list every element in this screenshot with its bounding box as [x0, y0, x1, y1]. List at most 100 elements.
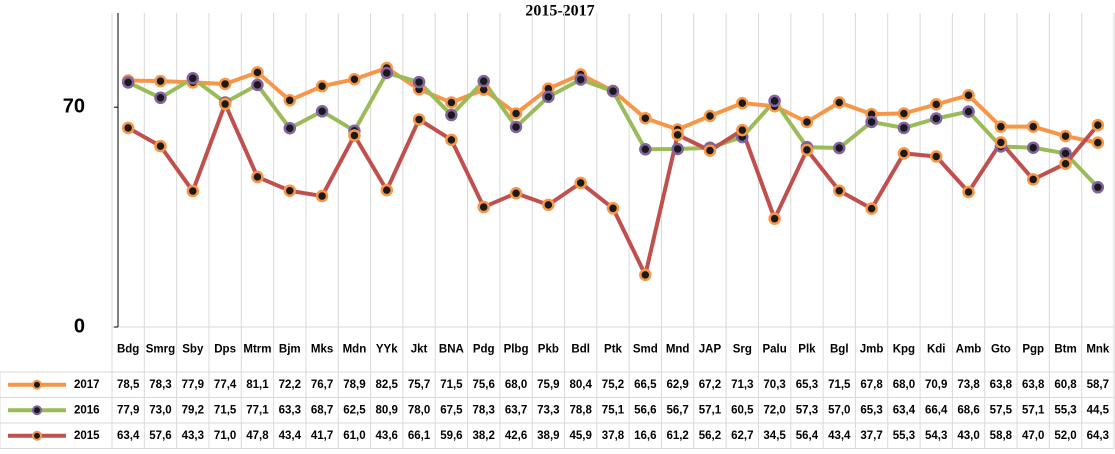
table-value: 75,9: [537, 379, 559, 391]
table-value: 37,7: [860, 430, 882, 442]
table-value: 66,4: [925, 404, 948, 416]
marker: [186, 72, 200, 85]
legend-marker: [32, 430, 42, 441]
marker: [380, 183, 393, 197]
table-value: 67,2: [699, 379, 721, 391]
x-tick-label: Bgl: [830, 344, 849, 356]
table-value: 63,8: [1022, 379, 1045, 391]
table-value: 63,7: [505, 404, 527, 416]
table-value: 72,2: [279, 379, 301, 391]
table-value: 58,7: [1087, 379, 1109, 391]
x-tick-label: Bdl: [571, 344, 590, 356]
table-value: 62,7: [731, 430, 753, 442]
table-value: 71,5: [440, 379, 463, 391]
marker: [412, 75, 426, 89]
table-value: 56,6: [634, 404, 656, 416]
table-value: 61,0: [343, 430, 365, 442]
marker: [154, 139, 167, 153]
table-value: 77,9: [182, 379, 204, 391]
marker: [833, 141, 846, 155]
table-value: 68,0: [505, 379, 527, 391]
marker: [703, 144, 717, 157]
marker: [445, 96, 458, 109]
table-value: 62,5: [343, 404, 366, 416]
marker: [929, 112, 943, 125]
marker: [671, 128, 684, 142]
marker: [929, 150, 943, 163]
x-tick-label: Srg: [733, 344, 752, 356]
table-value: 62,9: [666, 379, 688, 391]
y-tick-label: 70: [63, 95, 85, 117]
marker: [800, 143, 814, 157]
table-value: 41,7: [311, 430, 333, 442]
marker: [186, 184, 200, 198]
table-value: 68,0: [893, 379, 915, 391]
marker: [218, 77, 232, 91]
table-value: 77,9: [117, 404, 139, 416]
x-tick-label: Mnd: [666, 344, 690, 356]
table-value: 55,3: [893, 430, 915, 442]
table-value: 66,5: [634, 379, 657, 391]
x-tick-label: Bdg: [117, 344, 139, 356]
marker: [477, 200, 490, 214]
table-value: 57,5: [990, 404, 1013, 416]
table-value: 38,2: [473, 430, 495, 442]
marker: [380, 66, 393, 80]
table-value: 71,3: [731, 379, 753, 391]
marker: [736, 96, 749, 110]
table-value: 73,8: [957, 379, 980, 391]
table-value: 63,8: [990, 379, 1013, 391]
marker: [154, 91, 167, 105]
table-value: 67,8: [860, 379, 883, 391]
table-value: 56,2: [699, 430, 721, 442]
marker: [994, 120, 1008, 133]
table-value: 43,6: [376, 430, 398, 442]
table-value: 68,7: [311, 404, 333, 416]
marker: [542, 90, 555, 104]
table-value: 72,0: [763, 404, 785, 416]
marker: [121, 121, 135, 135]
x-tick-label: Mtrm: [243, 344, 271, 356]
y-tick-label: 0: [74, 315, 85, 337]
marker: [897, 147, 911, 160]
table-value: 71,5: [828, 379, 851, 391]
marker: [1026, 173, 1040, 186]
table-value: 70,9: [925, 379, 947, 391]
table-value: 75,2: [602, 379, 624, 391]
marker: [1026, 141, 1040, 154]
marker: [121, 76, 135, 89]
x-tick-label: Smd: [633, 344, 658, 356]
table-value: 75,1: [602, 404, 625, 416]
table-value: 60,8: [1054, 379, 1077, 391]
marker: [412, 113, 426, 126]
legend-marker: [32, 405, 42, 416]
x-tick-label: Plk: [798, 344, 816, 356]
marker: [833, 184, 846, 197]
table-value: 47,8: [246, 430, 269, 442]
table-value: 57,3: [796, 404, 818, 416]
table-value: 44,5: [1087, 404, 1110, 416]
marker: [445, 133, 458, 147]
x-tick-label: Jkt: [411, 344, 428, 356]
table-value: 66,1: [408, 430, 431, 442]
table-value: 59,6: [440, 430, 462, 442]
x-tick-label: Plbg: [504, 344, 529, 356]
x-tick-label: Mdn: [343, 344, 367, 356]
table-value: 54,3: [925, 430, 947, 442]
marker: [962, 185, 975, 199]
x-tick-label: Sby: [182, 344, 204, 356]
x-tick-label: Pkb: [538, 344, 559, 356]
marker: [606, 202, 620, 215]
table-value: 76,7: [311, 379, 333, 391]
x-tick-label: YYk: [376, 344, 398, 356]
table-value: 68,6: [957, 404, 979, 416]
marker: [800, 115, 814, 129]
marker: [283, 94, 297, 107]
table-value: 47,0: [1022, 430, 1044, 442]
marker: [315, 189, 329, 203]
marker: [218, 97, 232, 111]
table-value: 37,8: [602, 430, 625, 442]
table-value: 38,9: [537, 430, 559, 442]
table-value: 57,6: [149, 430, 171, 442]
